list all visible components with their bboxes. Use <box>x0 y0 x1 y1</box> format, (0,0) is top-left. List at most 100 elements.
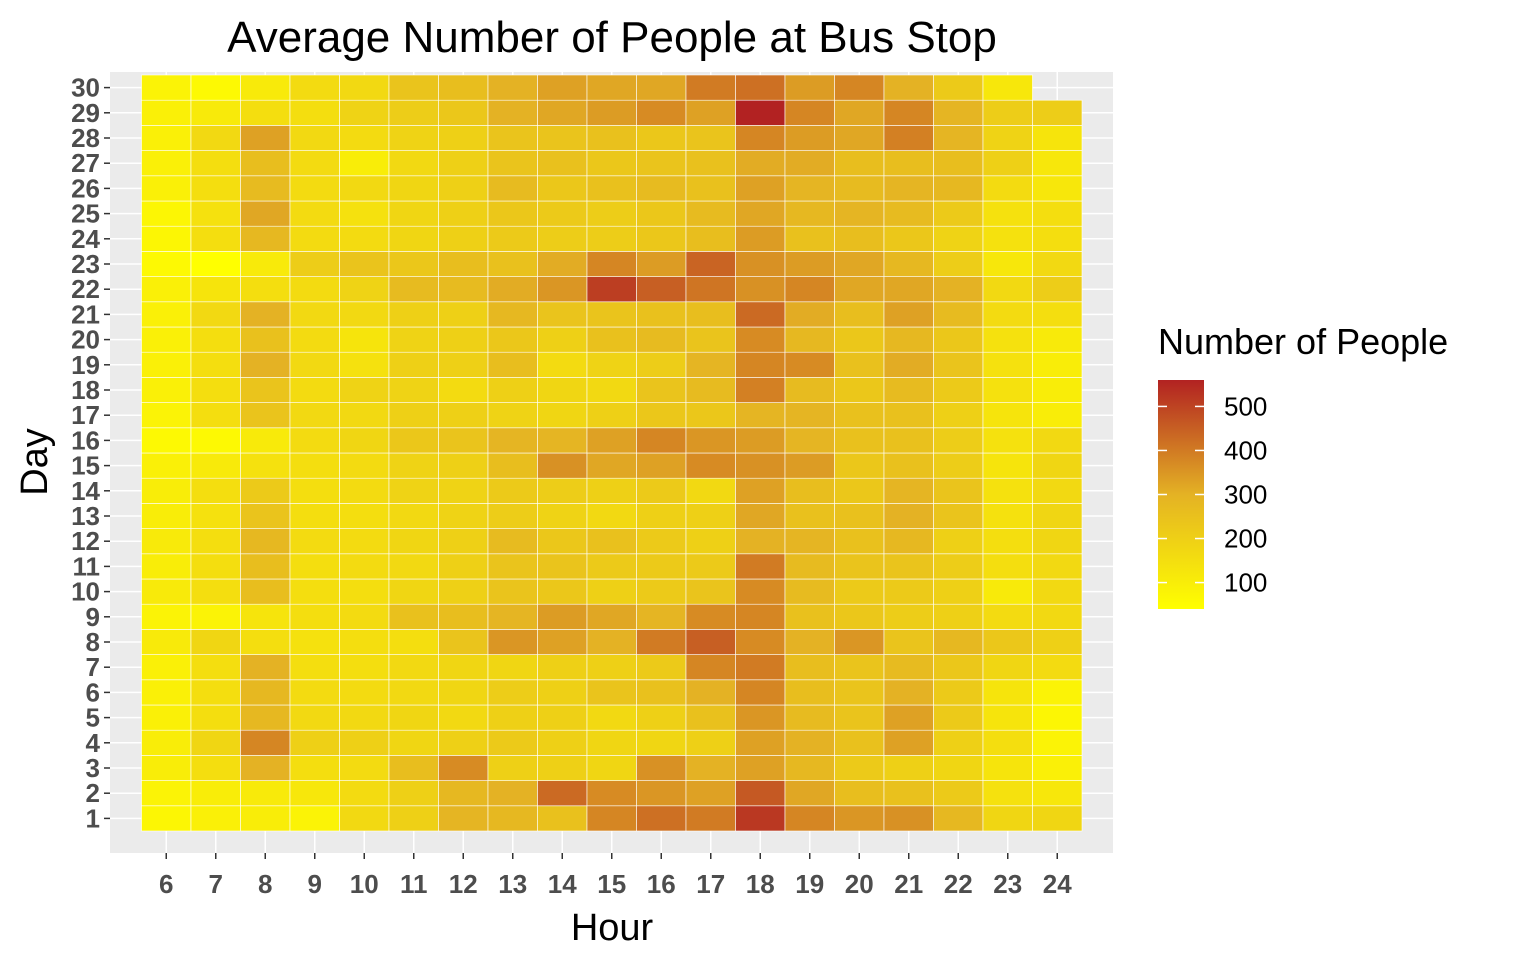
heatmap-cell-day4-hour23 <box>982 729 1033 756</box>
heatmap-cell-day4-hour18 <box>735 729 786 756</box>
heatmap-cell-day28-hour12 <box>438 125 489 151</box>
heatmap-cell-day30-hour8 <box>240 74 291 101</box>
heatmap-cell-day3-hour14 <box>537 755 588 781</box>
legend-label-500: 500 <box>1224 391 1267 421</box>
heatmap-cell-day29-hour7 <box>190 99 241 126</box>
heatmap-cell-day3-hour18 <box>735 755 786 781</box>
heatmap-cell-day1-hour12 <box>438 805 489 832</box>
heatmap-cell-day15-hour11 <box>388 452 439 479</box>
heatmap-cell-day26-hour13 <box>487 175 538 202</box>
heatmap-cell-day17-hour22 <box>933 402 984 429</box>
heatmap-cell-day25-hour15 <box>586 200 637 227</box>
heatmap-cell-day6-hour13 <box>487 679 538 706</box>
heatmap-cell-day30-hour16 <box>636 74 687 101</box>
x-tick-label-15: 15 <box>597 869 626 899</box>
heatmap-cell-day6-hour6 <box>141 679 192 706</box>
heatmap-cell-day28-hour14 <box>537 125 588 151</box>
heatmap-cell-day2-hour17 <box>685 780 736 807</box>
heatmap-cell-day19-hour16 <box>636 351 687 378</box>
heatmap-cell-day28-hour21 <box>883 125 934 151</box>
heatmap-cell-day26-hour14 <box>537 175 588 202</box>
heatmap-cell-day20-hour21 <box>883 326 934 353</box>
heatmap-cell-day7-hour12 <box>438 654 489 681</box>
heatmap-cell-day9-hour20 <box>834 603 885 630</box>
heatmap-cell-day8-hour21 <box>883 629 934 655</box>
heatmap-cell-day13-hour16 <box>636 503 687 529</box>
heatmap-cell-day27-hour22 <box>933 150 984 177</box>
heatmap-cell-day7-hour10 <box>339 654 390 681</box>
heatmap-cell-day1-hour17 <box>685 805 736 832</box>
heatmap-cell-day9-hour9 <box>289 603 340 630</box>
heatmap-cell-day6-hour10 <box>339 679 390 706</box>
heatmap-cell-day21-hour6 <box>141 301 192 328</box>
heatmap-cell-day24-hour9 <box>289 225 340 252</box>
heatmap-cell-day26-hour20 <box>834 175 885 202</box>
heatmap-cell-day10-hour17 <box>685 578 736 605</box>
heatmap-cell-day13-hour10 <box>339 503 390 529</box>
heatmap-cell-day22-hour19 <box>784 276 835 303</box>
heatmap-cell-day27-hour24 <box>1032 150 1083 177</box>
heatmap-cell-day6-hour19 <box>784 679 835 706</box>
heatmap-cell-day15-hour6 <box>141 452 192 479</box>
heatmap-cell-day16-hour16 <box>636 427 687 454</box>
heatmap-cell-day5-hour16 <box>636 704 687 731</box>
heatmap-cell-day6-hour7 <box>190 679 241 706</box>
heatmap-cell-day2-hour16 <box>636 780 687 807</box>
heatmap-cell-day1-hour10 <box>339 805 390 832</box>
heatmap-cell-day25-hour7 <box>190 200 241 227</box>
heatmap-cell-day20-hour8 <box>240 326 291 353</box>
heatmap-cell-day21-hour8 <box>240 301 291 328</box>
heatmap-cell-day14-hour21 <box>883 477 934 504</box>
heatmap-cell-day3-hour13 <box>487 755 538 781</box>
heatmap-cell-day3-hour7 <box>190 755 241 781</box>
heatmap-cell-day14-hour6 <box>141 477 192 504</box>
heatmap-cell-day18-hour11 <box>388 377 439 403</box>
heatmap-cell-day25-hour6 <box>141 200 192 227</box>
heatmap-cell-day29-hour23 <box>982 99 1033 126</box>
heatmap-cell-day5-hour12 <box>438 704 489 731</box>
heatmap-cell-day19-hour12 <box>438 351 489 378</box>
heatmap-cell-day23-hour13 <box>487 251 538 277</box>
y-tick-label-15: 15 <box>71 451 100 481</box>
y-tick-label-16: 16 <box>71 425 100 455</box>
heatmap-cell-day11-hour22 <box>933 553 984 580</box>
heatmap-cell-day7-hour15 <box>586 654 637 681</box>
x-tick-label-18: 18 <box>746 869 775 899</box>
heatmap-cell-day5-hour19 <box>784 704 835 731</box>
heatmap-cell-day4-hour14 <box>537 729 588 756</box>
heatmap-cell-day25-hour10 <box>339 200 390 227</box>
heatmap-cell-day15-hour9 <box>289 452 340 479</box>
heatmap-cell-day9-hour17 <box>685 603 736 630</box>
heatmap-cell-day14-hour15 <box>586 477 637 504</box>
heatmap-cell-day8-hour18 <box>735 629 786 655</box>
heatmap-cell-day21-hour20 <box>834 301 885 328</box>
heatmap-cell-day10-hour11 <box>388 578 439 605</box>
heatmap-cell-day8-hour11 <box>388 629 439 655</box>
heatmap-cell-day20-hour10 <box>339 326 390 353</box>
heatmap-cell-day13-hour6 <box>141 503 192 529</box>
heatmap-cell-day8-hour6 <box>141 629 192 655</box>
heatmap-cell-day5-hour9 <box>289 704 340 731</box>
heatmap-cell-day2-hour23 <box>982 780 1033 807</box>
heatmap-cell-day12-hour15 <box>586 528 637 555</box>
heatmap-cell-day20-hour24 <box>1032 326 1083 353</box>
heatmap-cell-day28-hour23 <box>982 125 1033 151</box>
heatmap-cell-day5-hour8 <box>240 704 291 731</box>
heatmap-cell-day13-hour15 <box>586 503 637 529</box>
heatmap-cell-day6-hour23 <box>982 679 1033 706</box>
heatmap-cell-day21-hour16 <box>636 301 687 328</box>
legend-label-200: 200 <box>1224 524 1267 554</box>
heatmap-cell-day24-hour10 <box>339 225 390 252</box>
heatmap-cell-day3-hour6 <box>141 755 192 781</box>
heatmap-cell-day6-hour15 <box>586 679 637 706</box>
heatmap-cell-day16-hour10 <box>339 427 390 454</box>
heatmap-cell-day13-hour14 <box>537 503 588 529</box>
heatmap-cell-day18-hour8 <box>240 377 291 403</box>
y-tick-label-8: 8 <box>86 627 100 657</box>
heatmap-cell-day11-hour8 <box>240 553 291 580</box>
heatmap-cell-day13-hour18 <box>735 503 786 529</box>
heatmap-cell-day28-hour18 <box>735 125 786 151</box>
heatmap-cell-day8-hour19 <box>784 629 835 655</box>
y-tick-label-3: 3 <box>86 753 100 783</box>
heatmap-cell-day17-hour16 <box>636 402 687 429</box>
